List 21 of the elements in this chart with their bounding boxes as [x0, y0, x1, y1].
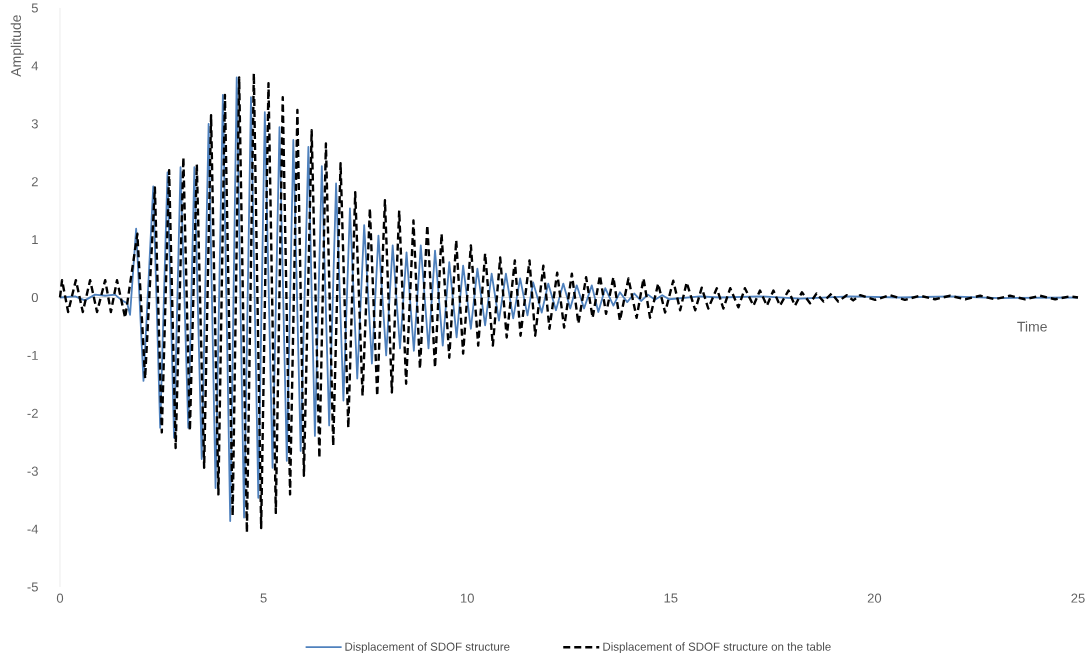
- y-tick-label: 5: [31, 3, 38, 13]
- y-tick-label: 3: [31, 119, 38, 129]
- y-tick-label: 0: [31, 292, 38, 303]
- y-tick-label: -3: [27, 466, 38, 476]
- x-tick-label: 0: [56, 593, 64, 603]
- x-tick-label: 20: [867, 593, 882, 603]
- x-tick-label: 25: [1071, 593, 1085, 603]
- y-tick-label: -1: [27, 350, 38, 360]
- y-tick-label: 2: [31, 177, 38, 187]
- y-tick-label: -5: [27, 582, 38, 592]
- x-axis-title: Time: [1017, 321, 1047, 332]
- legend-label: Displacement of SDOF structure on the table: [603, 642, 831, 654]
- legend-label: Displacement of SDOF structure: [345, 642, 510, 654]
- x-tick-label: 15: [664, 593, 678, 603]
- x-tick-label: 5: [260, 593, 267, 603]
- y-tick-label: 1: [32, 235, 38, 245]
- x-tick-label: 10: [460, 593, 474, 603]
- y-axis-title: Amplitude: [10, 15, 24, 77]
- y-tick-label: 4: [31, 61, 39, 71]
- y-tick-label: -2: [27, 408, 38, 418]
- y-tick-label: -4: [27, 524, 39, 534]
